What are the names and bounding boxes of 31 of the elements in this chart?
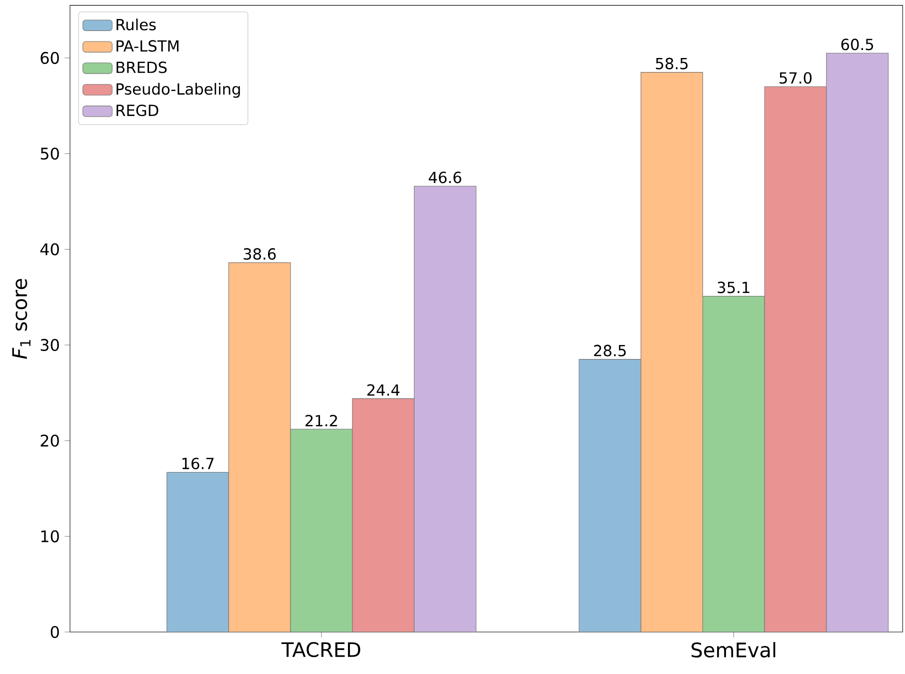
- bar: [578, 359, 642, 632]
- data-label: 21.2: [306, 414, 337, 426]
- y-tick-label: 50: [40, 148, 59, 160]
- bar: [640, 72, 704, 632]
- data-label: 57.0: [780, 72, 812, 84]
- x-tick-label: SemEval: [692, 642, 776, 658]
- data-label: 35.1: [718, 282, 750, 294]
- bar: [290, 428, 353, 632]
- data-label: 58.5: [656, 58, 688, 70]
- bar: [166, 472, 229, 632]
- y-tick-label: 60: [40, 52, 59, 64]
- legend-label: Rules: [116, 18, 156, 30]
- data-label: 16.7: [182, 458, 214, 470]
- legend-label: REGD: [116, 104, 158, 116]
- y-tick-label: 10: [41, 530, 59, 542]
- data-label: 28.5: [594, 344, 626, 356]
- y-tick-label: 20: [40, 434, 59, 447]
- data-label: 38.6: [244, 248, 276, 260]
- legend-label: PA-LSTM: [116, 40, 178, 52]
- data-label: 24.4: [367, 384, 400, 396]
- y-tick-label: 30: [40, 338, 59, 352]
- x-tick-label: TACRED: [281, 642, 360, 658]
- legend-label: BREDS: [116, 62, 167, 74]
- bar: [228, 262, 291, 632]
- y-tick-label: 40: [40, 243, 59, 256]
- data-label: 60.5: [841, 38, 874, 50]
- y-tick-label: 0: [50, 626, 59, 638]
- bar: [702, 296, 765, 632]
- legend-label: Pseudo-Labeling: [116, 82, 240, 98]
- y-axis-title: F$_{1}$ score: [12, 279, 30, 359]
- data-label: 46.6: [428, 172, 462, 184]
